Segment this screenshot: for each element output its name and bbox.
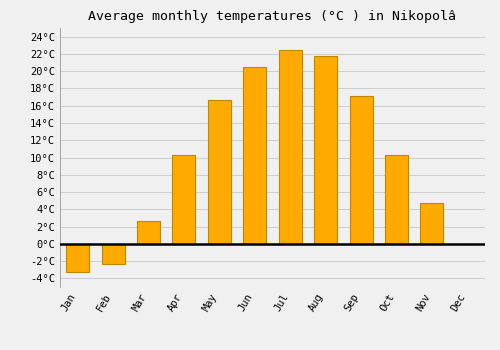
Bar xyxy=(208,100,231,244)
Title: Average monthly temperatures (°C ) in Nikopolâ: Average monthly temperatures (°C ) in Ni… xyxy=(88,10,456,23)
Bar xyxy=(244,67,266,244)
Bar xyxy=(385,155,408,244)
Bar xyxy=(137,220,160,244)
Bar xyxy=(102,244,124,264)
Bar xyxy=(278,50,301,244)
Bar xyxy=(420,203,444,244)
Bar xyxy=(172,155,196,244)
Bar xyxy=(350,96,372,244)
Bar xyxy=(314,56,337,244)
Bar xyxy=(66,244,89,272)
